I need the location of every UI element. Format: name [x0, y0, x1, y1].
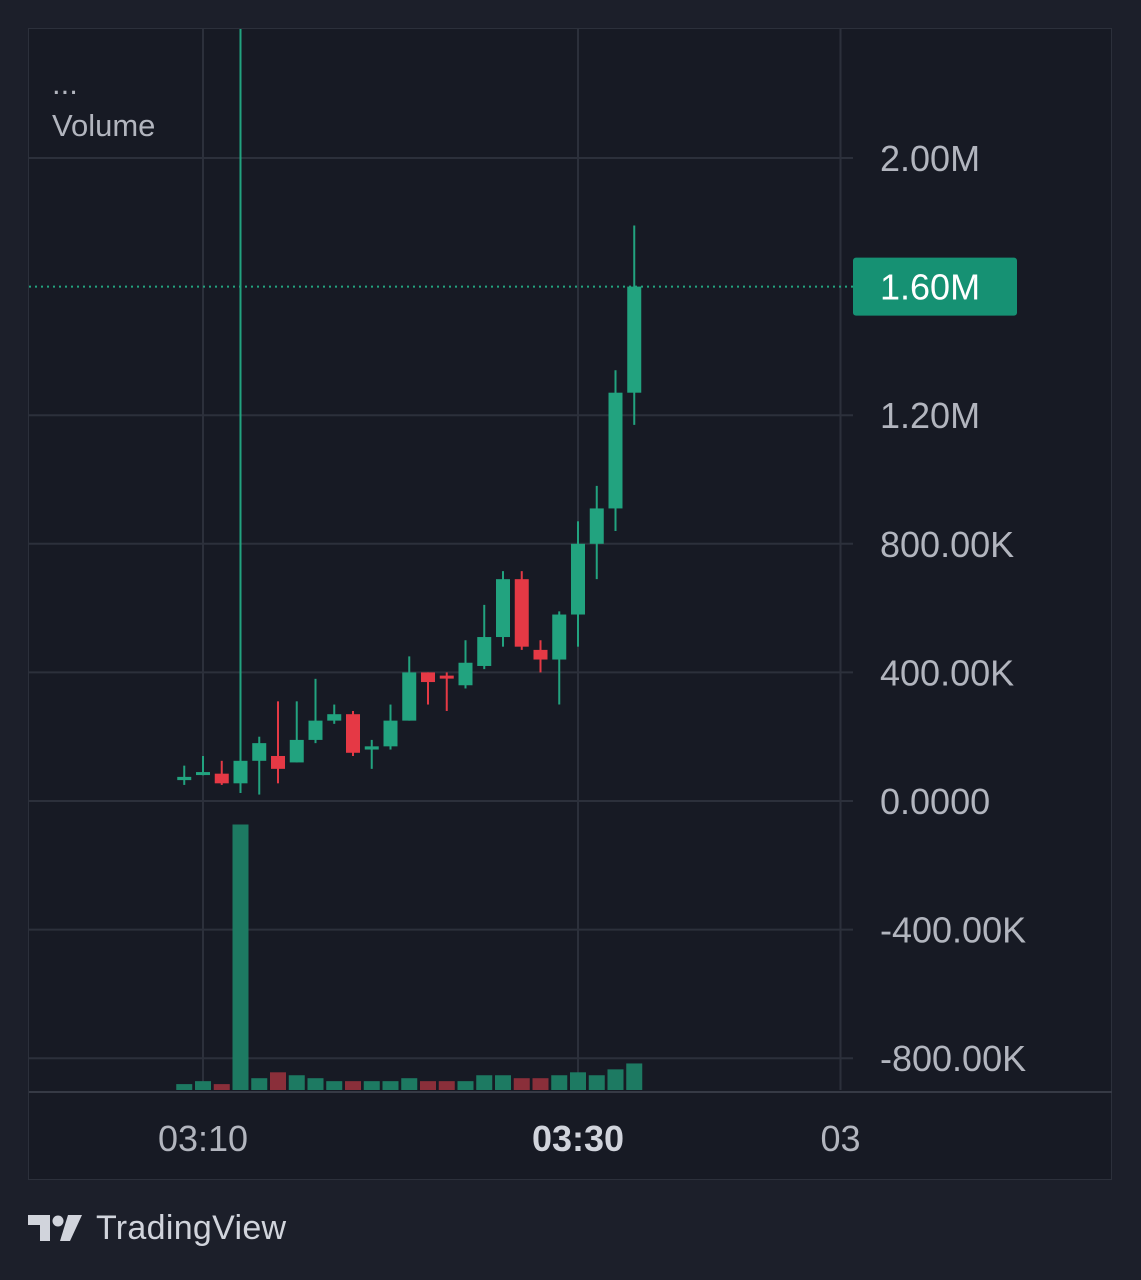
candle-body — [402, 672, 417, 721]
indicator-label-volume[interactable]: Volume — [52, 108, 156, 143]
volume-bar — [288, 1075, 305, 1090]
candle-body — [214, 773, 229, 784]
x-axis-tick-label: 03 — [820, 1118, 860, 1159]
volume-bar — [588, 1075, 605, 1090]
volume-bar — [382, 1081, 399, 1090]
y-axis-tick-label: -400.00K — [880, 910, 1026, 951]
candle-body — [308, 720, 323, 740]
candle-body — [458, 662, 473, 686]
volume-bar — [363, 1081, 380, 1090]
candle-body — [496, 579, 510, 638]
volume-bar — [570, 1072, 586, 1090]
candle-body — [514, 579, 529, 647]
candle-body — [346, 714, 360, 753]
candle-body — [271, 755, 285, 769]
y-axis-tick-label: 1.20M — [880, 395, 980, 436]
candle-body — [439, 675, 454, 679]
candle-body — [571, 543, 585, 615]
candle-body — [289, 739, 304, 763]
tradingview-branding[interactable]: TradingView — [28, 1206, 286, 1250]
volume-bar — [513, 1078, 530, 1090]
candle-body — [252, 743, 267, 761]
y-axis-tick-label: 400.00K — [880, 652, 1014, 693]
volume-bar — [626, 1063, 643, 1090]
volume-bar — [551, 1075, 568, 1090]
volume-bar — [420, 1081, 436, 1090]
y-axis-tick-label: -800.00K — [880, 1038, 1026, 1079]
candle-body — [589, 508, 604, 544]
volume-bar — [251, 1078, 268, 1090]
volume-bar — [607, 1069, 624, 1090]
candle-body — [233, 760, 248, 784]
candle-body — [177, 776, 192, 781]
volume-bar — [195, 1081, 211, 1090]
volume-bar — [176, 1084, 193, 1090]
last-price-label: 1.60M — [880, 267, 980, 308]
x-axis-tick-label: 03:10 — [158, 1118, 248, 1159]
y-axis-tick-label: 2.00M — [880, 138, 980, 179]
candle-body — [383, 720, 398, 747]
volume-bar — [532, 1078, 549, 1090]
x-axis-tick-label: 03:30 — [532, 1118, 624, 1159]
pane-menu-dots[interactable]: ... — [52, 66, 78, 101]
y-axis-tick-label: 0.0000 — [880, 781, 990, 822]
volume-bar — [476, 1075, 493, 1090]
candle-body — [533, 649, 548, 660]
candle-body — [364, 746, 379, 750]
volume-bar — [457, 1081, 474, 1090]
volume-bar — [270, 1072, 286, 1090]
chart-frame[interactable] — [28, 28, 1112, 1180]
candle-body — [196, 772, 210, 776]
candle-body — [421, 672, 435, 683]
candle-body — [627, 286, 642, 393]
volume-bar — [438, 1081, 455, 1090]
candle-body — [327, 714, 342, 721]
volume-bar — [495, 1075, 511, 1090]
volume-bar — [401, 1078, 418, 1090]
brand-name: TradingView — [96, 1208, 287, 1247]
price-chart[interactable]: 2.00M 1.20M 800.00K 400.00K 0.0000 -400.00K -8… — [0, 0, 1141, 1190]
volume-bar — [232, 824, 249, 1090]
volume-bar — [307, 1078, 324, 1090]
candle-body — [608, 392, 623, 509]
volume-bar — [213, 1084, 230, 1090]
candle-body — [552, 614, 567, 660]
tradingview-logo-icon — [28, 1215, 82, 1241]
volume-bar — [326, 1081, 343, 1090]
candle-body — [477, 637, 492, 666]
last-price-tag — [853, 257, 1017, 316]
y-axis-tick-label: 800.00K — [880, 524, 1014, 565]
volume-bar — [345, 1081, 361, 1090]
